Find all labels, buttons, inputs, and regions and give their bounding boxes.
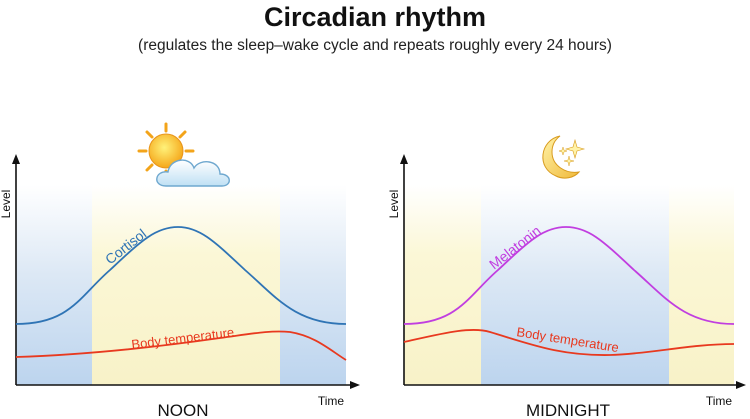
y-axis-label-noon: Level bbox=[0, 190, 13, 219]
x-axis-label-midnight: Time bbox=[706, 394, 733, 408]
y-axis-arrow bbox=[400, 154, 408, 164]
night-band-left bbox=[16, 185, 92, 385]
crescent-moon-stars-icon bbox=[542, 135, 586, 179]
x-axis-label-noon: Time bbox=[318, 394, 345, 408]
night-band-right bbox=[280, 185, 346, 385]
y-axis-label-midnight: Level bbox=[387, 190, 401, 219]
body-temperature-curve-midnight bbox=[403, 329, 735, 356]
page-subtitle: (regulates the sleep–wake cycle and repe… bbox=[138, 37, 612, 54]
midnight-background-bands bbox=[404, 185, 734, 385]
y-axis-arrow bbox=[12, 154, 20, 164]
sun-behind-cloud-icon bbox=[137, 122, 230, 187]
x-axis-arrow bbox=[736, 381, 746, 389]
noon-axes bbox=[12, 154, 360, 389]
night-band bbox=[481, 185, 669, 385]
noon-panel: Cortisol Body temperature Level Time NOO… bbox=[0, 122, 360, 419]
melatonin-curve bbox=[403, 226, 735, 325]
day-band-left bbox=[404, 185, 481, 385]
midnight-panel: Melatonin Body temperature Level Time MI… bbox=[387, 135, 746, 419]
x-axis-arrow bbox=[350, 381, 360, 389]
noon-label: NOON bbox=[158, 401, 209, 419]
midnight-label: MIDNIGHT bbox=[526, 401, 610, 419]
day-band bbox=[92, 185, 280, 385]
day-band-right bbox=[669, 185, 734, 385]
cortisol-curve bbox=[15, 226, 347, 325]
body-temperature-curve-noon bbox=[15, 330, 347, 361]
midnight-axes bbox=[400, 154, 746, 389]
page-title: Circadian rhythm bbox=[263, 2, 487, 32]
